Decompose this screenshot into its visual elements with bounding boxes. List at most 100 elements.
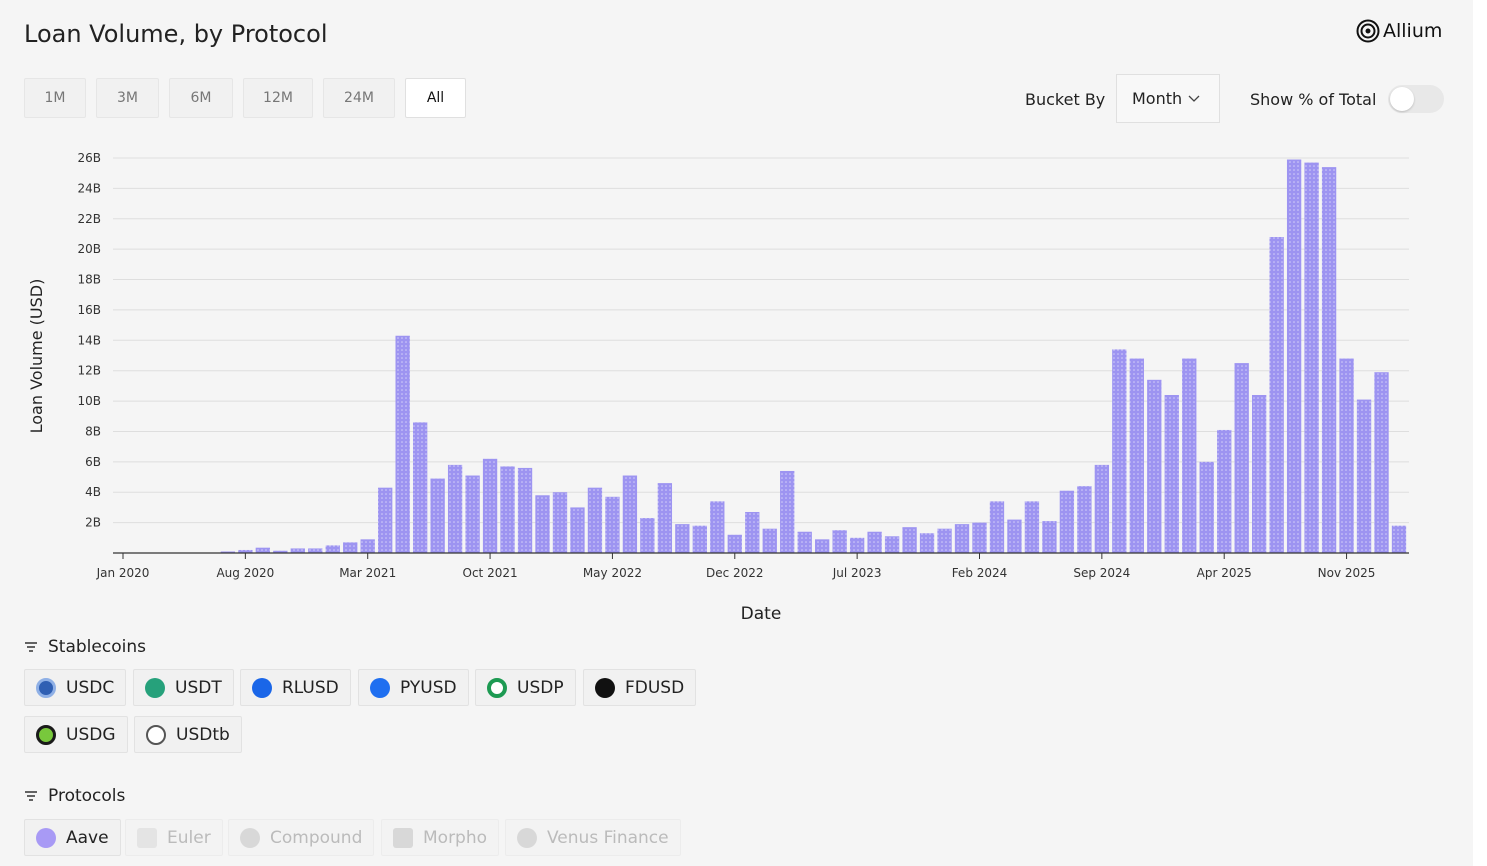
bar bbox=[832, 530, 847, 553]
bar bbox=[1234, 363, 1249, 553]
bar bbox=[1321, 167, 1337, 553]
bar bbox=[919, 533, 935, 553]
bar bbox=[692, 525, 707, 553]
chip-label: Euler bbox=[167, 827, 211, 848]
bar bbox=[727, 534, 742, 553]
bar bbox=[675, 524, 690, 553]
chevron bbox=[1188, 95, 1200, 102]
x-tick-label: Feb 2024 bbox=[952, 566, 1008, 580]
x-tick-label: Dec 2022 bbox=[706, 566, 764, 580]
x-axis-label: Date bbox=[741, 604, 782, 624]
y-tick-label: 16B bbox=[77, 303, 101, 317]
y-tick-label: 22B bbox=[77, 212, 101, 226]
filter-chip[interactable]: USDtb bbox=[134, 716, 242, 753]
filter-icon bbox=[25, 642, 37, 652]
range-button[interactable]: 6M bbox=[169, 78, 233, 118]
bar bbox=[780, 470, 795, 553]
range-button[interactable]: 12M bbox=[243, 78, 313, 118]
bucket-dropdown[interactable]: Month bbox=[1116, 74, 1220, 123]
bar bbox=[395, 335, 410, 553]
bar bbox=[937, 528, 952, 553]
filter-chip[interactable]: USDT bbox=[133, 669, 234, 706]
filter-chip[interactable]: Euler bbox=[125, 819, 223, 856]
filter-chip[interactable]: PYUSD bbox=[358, 669, 469, 706]
x-tick-label: Aug 2020 bbox=[216, 566, 274, 580]
bar bbox=[1077, 486, 1092, 553]
filter-chip[interactable]: USDG bbox=[24, 716, 128, 753]
chip-label: Morpho bbox=[423, 827, 488, 848]
range-button[interactable]: 24M bbox=[323, 78, 395, 118]
filter-chip[interactable]: USDP bbox=[475, 669, 576, 706]
bar bbox=[273, 550, 288, 553]
y-tick-label: 8B bbox=[85, 424, 101, 438]
bar bbox=[902, 527, 917, 553]
bar bbox=[1356, 399, 1372, 553]
bar bbox=[1094, 464, 1110, 553]
y-tick-label: 26B bbox=[77, 151, 101, 165]
bar bbox=[1042, 521, 1057, 553]
chip-label: Compound bbox=[270, 827, 363, 848]
bar bbox=[867, 531, 882, 553]
bar bbox=[255, 547, 271, 553]
bar bbox=[657, 483, 673, 553]
bar bbox=[343, 542, 358, 553]
bar bbox=[447, 464, 463, 553]
bar bbox=[535, 495, 550, 553]
bar bbox=[325, 545, 340, 553]
bar bbox=[1374, 372, 1389, 553]
chip-label: USDC bbox=[66, 677, 115, 698]
bar bbox=[745, 511, 760, 553]
x-tick-label: Mar 2021 bbox=[339, 566, 396, 580]
bar bbox=[1024, 501, 1040, 553]
bar bbox=[884, 536, 900, 553]
filter-chip[interactable]: Aave bbox=[24, 819, 121, 856]
x-tick-label: May 2022 bbox=[583, 566, 642, 580]
x-tick-label: Sep 2024 bbox=[1073, 566, 1130, 580]
y-tick-label: 20B bbox=[77, 242, 101, 256]
x-tick-label: Jan 2020 bbox=[96, 566, 150, 580]
chip-label: USDP bbox=[517, 677, 564, 698]
chip-label: USDT bbox=[175, 677, 222, 698]
x-tick-label: Jul 2023 bbox=[832, 566, 882, 580]
range-button[interactable]: All bbox=[405, 78, 466, 118]
filter-chip[interactable]: Compound bbox=[228, 819, 375, 856]
percent-label: Show % of Total bbox=[1250, 90, 1377, 109]
bar bbox=[1391, 525, 1407, 553]
filter-chip[interactable]: RLUSD bbox=[240, 669, 351, 706]
protocols-header: Protocols bbox=[24, 786, 125, 806]
range-button[interactable]: 1M bbox=[24, 78, 86, 118]
bar bbox=[640, 518, 655, 553]
bar bbox=[465, 475, 480, 553]
percent-toggle[interactable] bbox=[1388, 85, 1444, 113]
bar bbox=[1182, 358, 1197, 553]
y-axis-label: Loan Volume (USD) bbox=[27, 279, 46, 434]
filter-chip[interactable]: Morpho bbox=[381, 819, 500, 856]
bar bbox=[587, 487, 603, 553]
bar bbox=[762, 528, 777, 553]
bar bbox=[815, 539, 830, 553]
range-button[interactable]: 3M bbox=[96, 78, 159, 118]
filter-chip[interactable]: Venus Finance bbox=[505, 819, 681, 856]
chip-label: FDUSD bbox=[625, 677, 685, 698]
page-title: Loan Volume, by Protocol bbox=[24, 20, 328, 48]
filter-chip[interactable]: FDUSD bbox=[583, 669, 697, 706]
y-tick-label: 10B bbox=[77, 394, 101, 408]
bar bbox=[570, 507, 585, 553]
y-tick-label: 4B bbox=[85, 485, 101, 499]
filter-chip[interactable]: USDC bbox=[24, 669, 127, 706]
stablecoins-header: Stablecoins bbox=[24, 637, 146, 657]
bar bbox=[1339, 358, 1354, 553]
logo-icon bbox=[1356, 19, 1380, 43]
bar bbox=[220, 551, 236, 553]
y-tick-label: 6B bbox=[85, 455, 101, 469]
x-tick-label: Apr 2025 bbox=[1197, 566, 1252, 580]
bar bbox=[849, 537, 865, 553]
bar bbox=[1251, 395, 1267, 553]
bar bbox=[710, 501, 725, 553]
bar bbox=[622, 475, 638, 553]
bar bbox=[378, 487, 393, 553]
brand-name: Allium bbox=[1383, 20, 1443, 42]
y-tick-label: 24B bbox=[77, 181, 101, 195]
bar bbox=[1199, 461, 1214, 553]
